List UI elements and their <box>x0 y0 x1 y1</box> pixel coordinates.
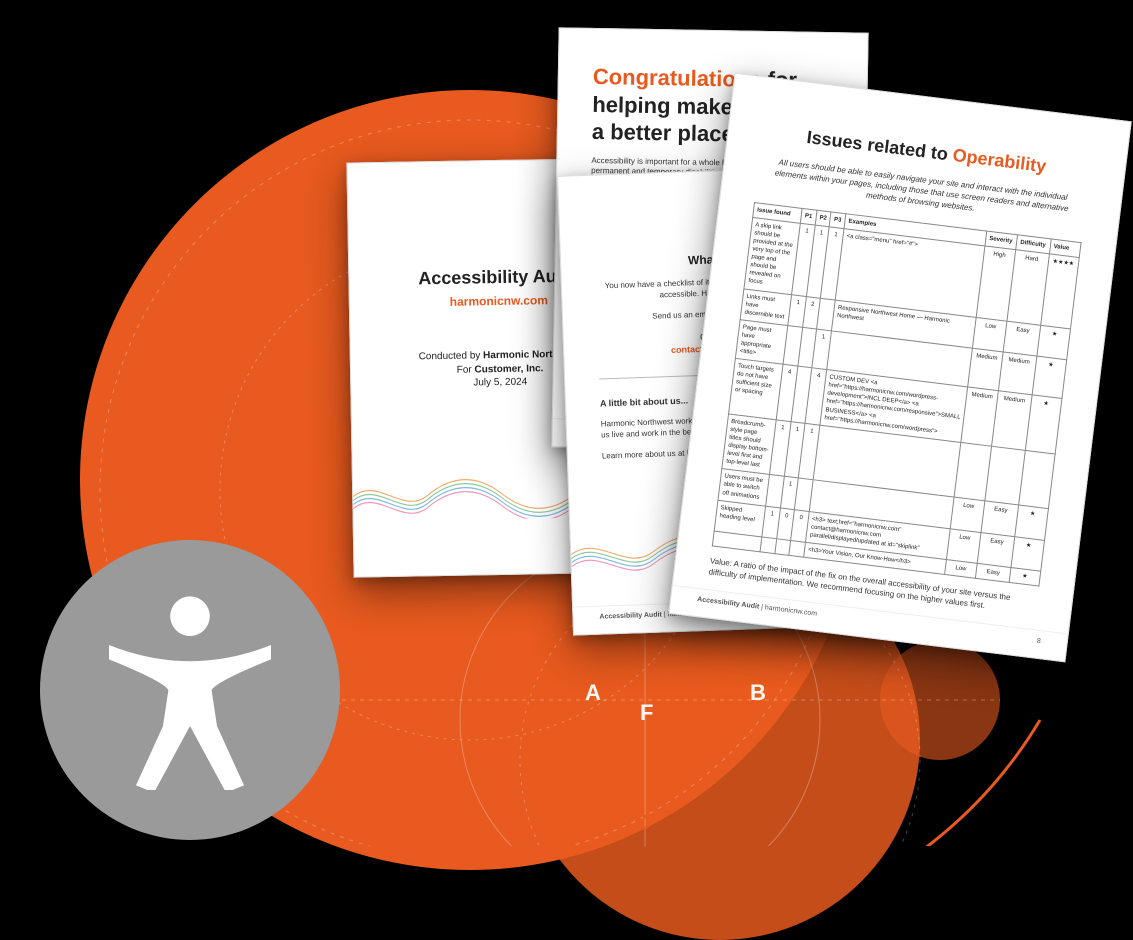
conducted-by-label: Conducted by <box>419 351 481 363</box>
table-cell: Low <box>950 497 985 532</box>
table-cell: Easy <box>975 563 1010 582</box>
issues-title-prefix: Issues related to <box>806 127 954 165</box>
accessibility-badge <box>40 540 340 840</box>
geo-label-b: B <box>750 680 766 706</box>
table-cell: Page must have appropriate <title> <box>735 319 788 364</box>
table-cell: Breadcrumb-style page titles should disp… <box>722 414 777 475</box>
table-cell: ★ <box>1025 395 1062 454</box>
footer-label: Accessibility Audit <box>697 596 760 611</box>
accessibility-person-icon <box>100 590 280 790</box>
bg-small-circle <box>880 640 1000 760</box>
geo-label-f: F <box>640 700 653 726</box>
table-cell: Low <box>945 559 978 578</box>
footer-pagenum: 8 <box>1036 636 1041 646</box>
table-cell: ★ <box>1015 505 1049 540</box>
about-p2-prefix: Learn more about us at <box>602 448 687 460</box>
table-cell: ★ <box>1032 356 1067 399</box>
table-cell <box>1018 450 1055 509</box>
footer-site: harmonicnw.com <box>764 604 817 617</box>
table-cell: ★ <box>1009 567 1041 586</box>
table-cell: Low <box>946 528 981 563</box>
geo-label-a: A <box>585 680 601 706</box>
table-cell: Easy <box>1003 321 1040 356</box>
for-label: For <box>457 364 472 375</box>
table-cell: Easy <box>977 532 1014 567</box>
geo-label-d: D <box>635 810 651 836</box>
page-issues: Issues related to Operability All users … <box>668 73 1131 663</box>
table-cell: Medium <box>968 348 1004 391</box>
table-cell: A skip link should be provided at the ve… <box>744 217 801 294</box>
table-cell: Easy <box>981 501 1018 536</box>
table-cell: ★ <box>1011 536 1045 571</box>
footer-label: Accessibility Audit <box>599 611 662 620</box>
issues-title-accent: Operability <box>952 145 1048 176</box>
table-cell: Low <box>972 317 1007 352</box>
table-cell: Touch targets do not have sufficient siz… <box>729 359 784 420</box>
issues-table: Issue foundP1P2P3ExamplesSeverityDifficu… <box>712 202 1082 587</box>
table-cell: Medium <box>998 352 1036 395</box>
for-value: Customer, Inc. <box>474 363 543 375</box>
table-cell: ★ <box>1037 325 1071 360</box>
